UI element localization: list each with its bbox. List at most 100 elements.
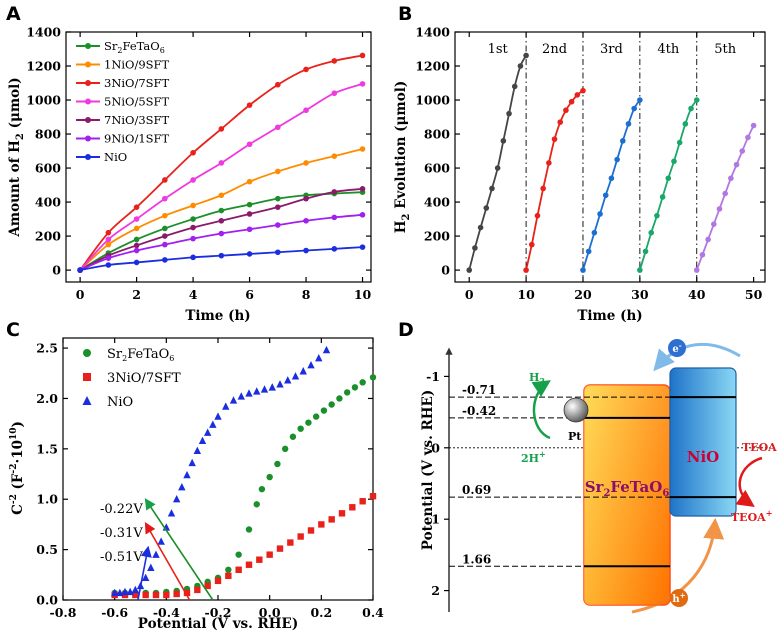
y-tick-label: 800 <box>35 127 61 142</box>
teoa-plus-sup: + <box>766 508 773 518</box>
data-point <box>162 257 168 263</box>
hole-label: h+ <box>672 591 685 605</box>
data-point <box>152 591 160 599</box>
y-tick-label: -1 <box>426 369 440 384</box>
two-h-main: 2H <box>521 452 539 465</box>
data-point <box>105 236 112 243</box>
data-point <box>557 119 564 125</box>
panel-c-legend: Sr2FeTaO6 3NiO/7SFT NiO <box>82 347 181 410</box>
y-tick-label: 1000 <box>415 93 450 108</box>
data-point <box>190 216 196 222</box>
x-tick-label: 0.2 <box>310 605 332 620</box>
y-tick-label: 400 <box>424 195 450 210</box>
hole-main: h <box>672 594 680 605</box>
legend-label: 9NiO/1SFT <box>104 132 170 146</box>
legend-label-part: 6 <box>160 46 165 55</box>
data-point <box>183 589 191 597</box>
data-point <box>351 384 359 391</box>
data-point <box>83 373 91 381</box>
data-point <box>315 353 323 362</box>
y-tick-label: 1.5 <box>36 441 58 456</box>
data-point <box>190 177 196 183</box>
data-point <box>546 160 552 166</box>
data-point <box>591 229 598 236</box>
data-point <box>276 545 284 552</box>
legend-label: 3NiO/7SFT <box>104 76 170 90</box>
data-point <box>276 380 284 388</box>
h2-evolution-arrow <box>531 380 551 440</box>
data-point <box>266 551 273 558</box>
data-point <box>303 195 309 202</box>
data-point <box>188 458 196 467</box>
y-tick-label: 600 <box>35 161 61 176</box>
intercept-arrow <box>144 498 214 601</box>
series-line <box>695 125 755 271</box>
data-point <box>328 516 335 523</box>
panel-d-levels: -0.71 -0.42 0.69 1.66 <box>449 383 736 568</box>
data-point <box>637 97 643 103</box>
panel-b-ylabel: H2 Evolution (μmol) <box>393 81 412 233</box>
data-point <box>157 537 165 545</box>
data-point <box>359 379 366 386</box>
panel-c-ylabel-sup1: -2 <box>9 494 19 504</box>
data-point <box>245 526 253 533</box>
legend-label: 5NiO/5SFT <box>104 95 170 109</box>
data-point <box>359 498 366 505</box>
y-tick-label: 1400 <box>415 25 450 40</box>
data-point <box>343 389 351 396</box>
sft-label-sub1: 2 <box>603 488 610 499</box>
x-tick-label: -0.6 <box>101 605 128 620</box>
data-point <box>235 551 242 558</box>
panel-a-ticks: 0 2 4 6 8 10 0 200 400 600 800 1000 1200 1400 <box>26 25 371 303</box>
y-tick-label: 2 <box>431 583 440 598</box>
data-point <box>305 419 312 426</box>
data-point <box>147 563 155 571</box>
x-tick-label: 8 <box>302 287 311 302</box>
panel-d: -1 0 1 2 Potential (V vs. RHE) -0.71 -0.42 0.… <box>420 339 777 614</box>
data-point <box>246 201 253 208</box>
data-point <box>222 402 230 410</box>
panel-c-series <box>110 345 377 599</box>
legend-label-part: 2 <box>122 354 127 363</box>
data-point <box>665 175 672 182</box>
x-tick-label: 2 <box>132 287 141 302</box>
panel-c-ylabel: C-2 (F-2·1010) <box>9 421 26 515</box>
panel-a-frame <box>65 31 372 283</box>
legend-label: 7NiO/3SFT <box>104 113 170 127</box>
data-point <box>105 255 112 261</box>
data-point <box>172 495 181 503</box>
data-point <box>359 81 366 87</box>
data-point <box>275 124 281 131</box>
data-point <box>585 248 592 255</box>
y-tick-label: 0.0 <box>36 593 58 608</box>
teoa-oxidation-arrow <box>735 456 763 507</box>
data-point <box>318 521 325 528</box>
data-point <box>580 87 586 94</box>
electron-transfer-arrow <box>653 342 741 372</box>
sft-label-main: Sr <box>585 478 605 496</box>
y-tick-label: 1000 <box>26 93 61 108</box>
data-point <box>297 425 304 432</box>
data-point <box>705 236 711 243</box>
data-point <box>722 190 728 197</box>
data-point <box>359 244 366 250</box>
x-tick-label: 0 <box>76 287 85 302</box>
panel-a-series <box>77 52 366 273</box>
data-point <box>152 550 160 558</box>
electron-sup: - <box>679 341 682 350</box>
intercept-label: -0.31V <box>100 526 143 541</box>
x-tick-label: 50 <box>745 287 763 302</box>
nio-block <box>669 367 737 517</box>
data-point <box>331 189 338 195</box>
legend-label: 3NiO/7SFT <box>107 371 181 386</box>
two-h-sup: + <box>539 449 546 459</box>
data-point <box>369 493 377 500</box>
panel-b-ylabel-main: H <box>393 220 409 233</box>
data-point <box>204 582 211 590</box>
data-point <box>322 345 331 354</box>
data-point <box>110 588 119 597</box>
data-point <box>331 246 338 252</box>
panel-c-ticks: -0.8 -0.6 -0.4 -0.2 0.0 0.2 0.4 0.0 0.5 1.0 1.5 2.0… <box>36 338 384 620</box>
data-point <box>253 387 261 395</box>
